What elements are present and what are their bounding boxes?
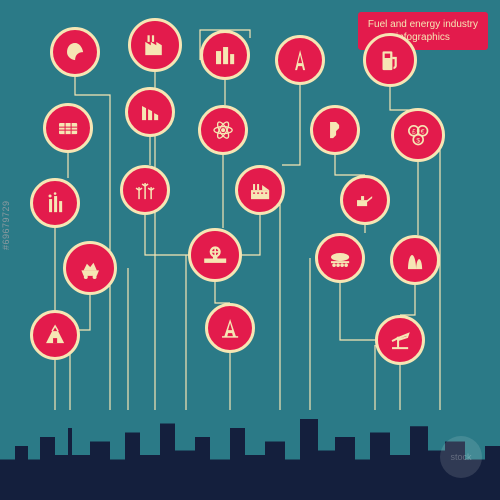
node-dam	[125, 87, 175, 137]
node-coal-cart	[63, 241, 117, 295]
node-gas-pump	[363, 33, 417, 87]
coal-cart-icon	[77, 255, 103, 281]
node-valve	[188, 228, 242, 282]
node-leaf	[50, 27, 100, 77]
node-wind	[120, 165, 170, 215]
oil-can-icon	[353, 188, 377, 212]
leaf-icon	[63, 40, 87, 64]
atom-icon	[211, 118, 235, 142]
pylon-icon	[288, 48, 312, 72]
mine-icon	[43, 323, 67, 347]
tanker-icon	[328, 246, 352, 270]
node-solar	[43, 103, 93, 153]
dam-icon	[138, 100, 162, 124]
node-cooling	[390, 235, 440, 285]
currency-icon: £ €$	[405, 122, 431, 148]
node-smokestack	[30, 178, 80, 228]
watermark-id: #69679729	[1, 200, 11, 250]
node-pumpjack	[375, 315, 425, 365]
node-tanker	[315, 233, 365, 283]
node-factory-1	[128, 18, 182, 72]
nozzle-icon	[323, 118, 347, 142]
node-currency: £ €$	[391, 108, 445, 162]
city-skyline	[0, 410, 500, 500]
node-mine	[30, 310, 80, 360]
buildings-icon	[213, 43, 237, 67]
watermark-logo: stock	[440, 436, 482, 478]
node-buildings	[200, 30, 250, 80]
svg-text:$: $	[416, 137, 420, 144]
plant-icon	[248, 178, 272, 202]
valve-icon	[202, 242, 228, 268]
node-oil-can	[340, 175, 390, 225]
derrick-icon	[218, 316, 242, 340]
wind-icon	[133, 178, 157, 202]
gas-pump-icon	[377, 47, 403, 73]
svg-text:€: €	[421, 128, 425, 135]
pumpjack-icon	[388, 328, 412, 352]
node-plant	[235, 165, 285, 215]
cooling-icon	[403, 248, 427, 272]
node-derrick	[205, 303, 255, 353]
factory-icon	[142, 32, 168, 58]
node-pylon	[275, 35, 325, 85]
node-nozzle	[310, 105, 360, 155]
solar-icon	[56, 116, 80, 140]
title-line-1: Fuel and energy industry	[368, 18, 478, 31]
svg-text:£: £	[412, 128, 416, 135]
smokestack-icon	[43, 191, 67, 215]
node-atom	[198, 105, 248, 155]
